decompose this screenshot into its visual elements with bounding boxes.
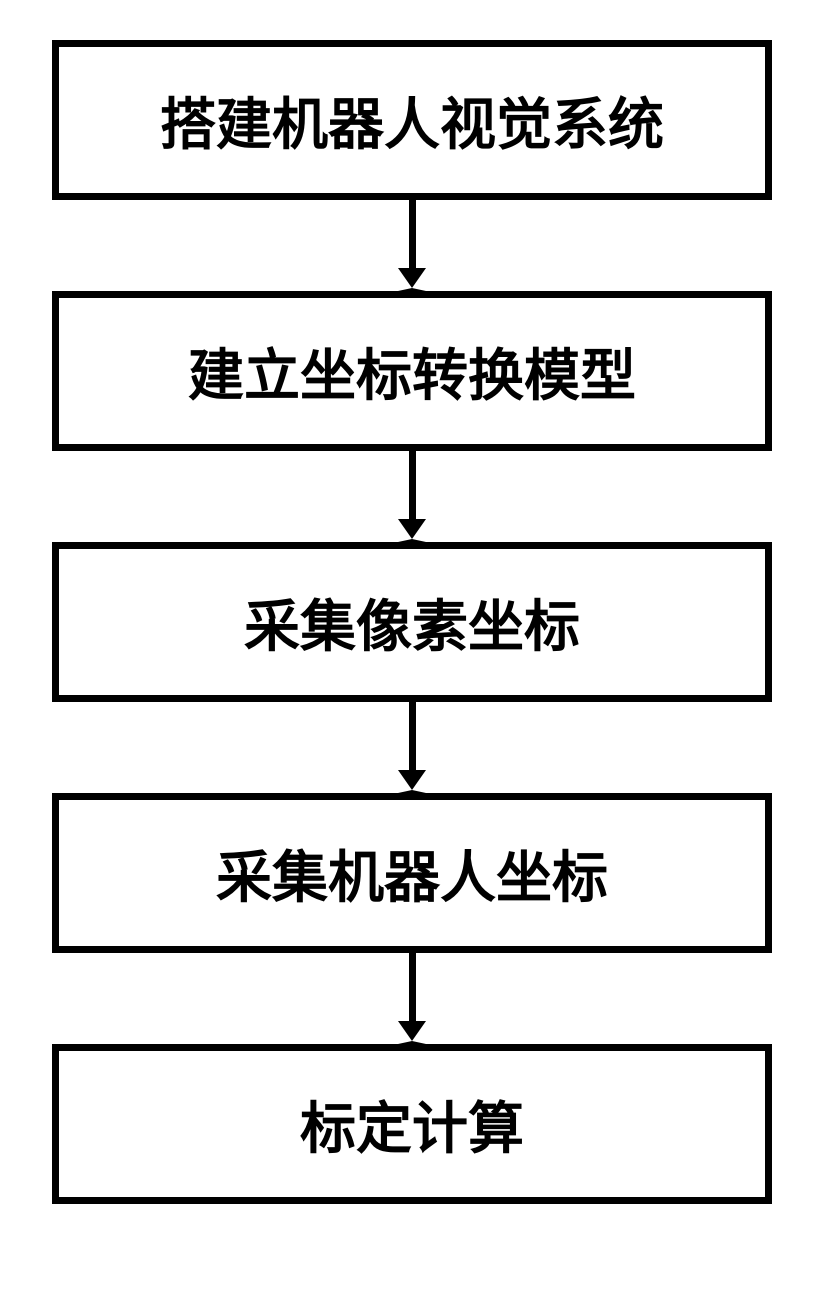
arrow-line <box>409 451 416 519</box>
flow-arrow-4 <box>398 953 426 1044</box>
flow-step-4: 采集机器人坐标 <box>52 793 772 953</box>
arrow-head-icon <box>398 1021 426 1044</box>
arrow-line <box>409 702 416 770</box>
arrow-line <box>409 953 416 1021</box>
flow-step-1: 搭建机器人视觉系统 <box>52 40 772 200</box>
flow-step-label: 采集像素坐标 <box>244 582 580 663</box>
arrow-head-icon <box>398 770 426 793</box>
flow-step-label: 搭建机器人视觉系统 <box>160 80 664 161</box>
flow-step-3: 采集像素坐标 <box>52 542 772 702</box>
arrow-head-icon <box>398 268 426 291</box>
flow-step-label: 建立坐标转换模型 <box>188 331 636 412</box>
flow-step-5: 标定计算 <box>52 1044 772 1204</box>
flow-arrow-3 <box>398 702 426 793</box>
flow-arrow-1 <box>398 200 426 291</box>
flow-arrow-2 <box>398 451 426 542</box>
flowchart-container: 搭建机器人视觉系统 建立坐标转换模型 采集像素坐标 采集机器人坐标 标定计算 <box>52 40 772 1204</box>
arrow-head-icon <box>398 519 426 542</box>
flow-step-label: 标定计算 <box>300 1084 524 1165</box>
flow-step-2: 建立坐标转换模型 <box>52 291 772 451</box>
arrow-line <box>409 200 416 268</box>
flow-step-label: 采集机器人坐标 <box>216 833 608 914</box>
